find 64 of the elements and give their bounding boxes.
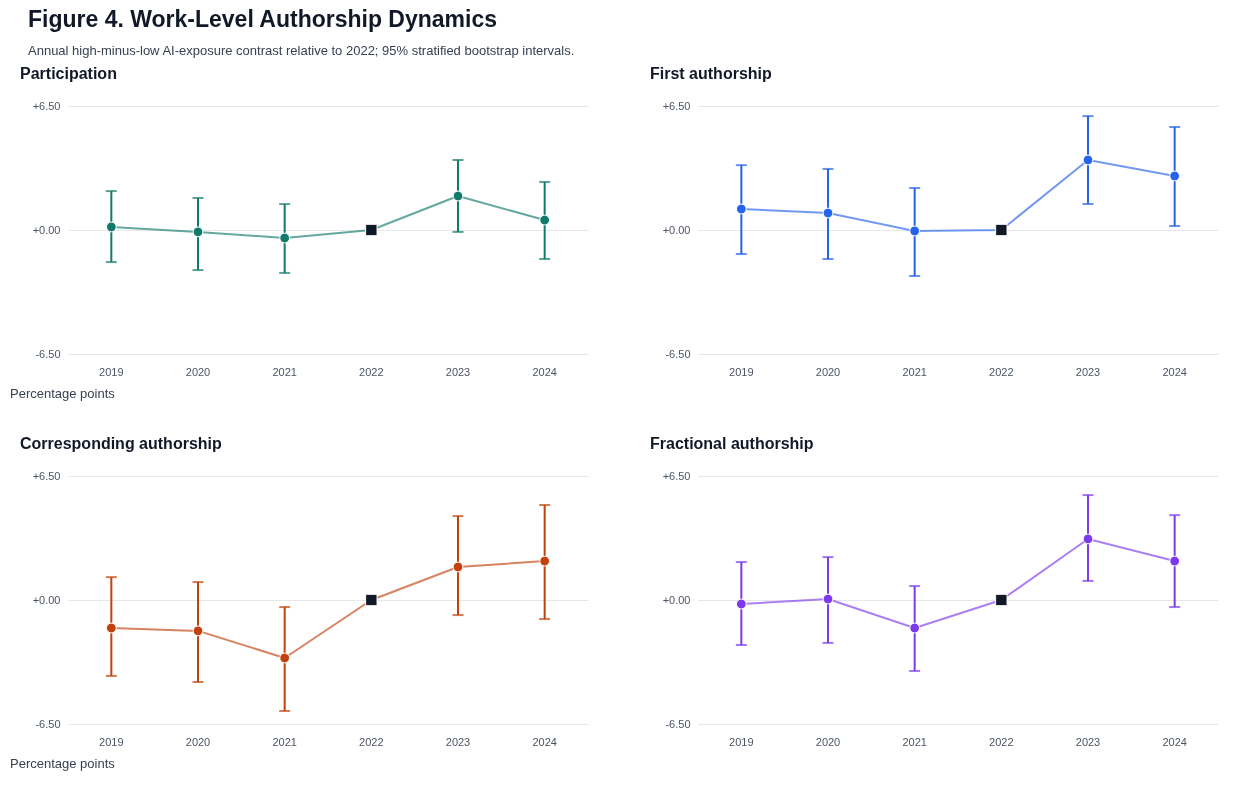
x-tick-label: 2019 <box>99 735 124 748</box>
y-tick-label: +0.00 <box>32 223 61 236</box>
point <box>539 555 551 567</box>
x-tick-label: 2022 <box>359 365 384 378</box>
y-tick-label: +6.50 <box>662 469 691 482</box>
point <box>105 622 117 634</box>
point <box>1169 170 1181 182</box>
x-tick-label: 2022 <box>359 735 384 748</box>
point <box>539 214 551 226</box>
x-tick-label: 2021 <box>272 365 297 378</box>
point <box>909 622 921 634</box>
x-tick-label: 2021 <box>902 735 927 748</box>
y-tick-label: +6.50 <box>32 99 61 112</box>
x-tick-label: 2023 <box>1075 735 1101 748</box>
point <box>452 190 464 202</box>
point <box>822 207 834 219</box>
x-tick-label: 2019 <box>729 735 754 748</box>
point <box>1169 555 1181 567</box>
point <box>822 593 834 605</box>
x-tick-label: 2023 <box>1075 365 1101 378</box>
x-tick-label: 2023 <box>445 365 471 378</box>
x-tick-label: 2019 <box>729 365 754 378</box>
text: Annual high-minus-low AI-exposure contrast relative to 2022; 95% stratified bootstrap intervals. <box>28 43 576 58</box>
y-tick-label: +0.00 <box>662 223 691 236</box>
x-tick-label: 2020 <box>815 735 841 748</box>
x-tick-label: 2019 <box>99 365 124 378</box>
point <box>192 625 204 637</box>
point <box>909 225 921 237</box>
x-tick-label: 2024 <box>532 735 557 748</box>
x-tick-label: 2020 <box>185 365 211 378</box>
x-tick-label: 2024 <box>1162 735 1187 748</box>
y-axis-title: Percentage points <box>10 386 115 401</box>
chart-title: Corresponding authorship <box>20 435 222 452</box>
x-tick-label: 2022 <box>989 365 1014 378</box>
point <box>105 221 117 233</box>
y-tick-label: +0.00 <box>662 593 691 606</box>
y-tick-label: +6.50 <box>662 99 691 112</box>
point <box>192 226 204 238</box>
y-tick-label: -6.50 <box>35 717 61 730</box>
x-tick-label: 2024 <box>532 365 557 378</box>
chart-title: Participation <box>20 65 117 82</box>
y-tick-label: -6.50 <box>665 717 691 730</box>
x-tick-label: 2022 <box>989 735 1014 748</box>
point <box>735 598 747 610</box>
chart-title: Fractional authorship <box>650 435 814 452</box>
y-tick-label: +0.00 <box>32 593 61 606</box>
y-tick-label: -6.50 <box>665 347 691 360</box>
chart-title: First authorship <box>650 65 773 82</box>
x-tick-label: 2023 <box>445 735 471 748</box>
y-tick-label: -6.50 <box>35 347 61 360</box>
x-tick-label: 2021 <box>272 735 297 748</box>
x-tick-label: 2020 <box>815 365 841 378</box>
point <box>1082 154 1094 166</box>
point <box>279 652 291 664</box>
x-tick-label: 2021 <box>902 365 927 378</box>
caption: Figure 4. Work-Level Authorship Dynamics <box>28 6 499 33</box>
point <box>452 561 464 573</box>
point <box>1082 533 1094 545</box>
y-axis-title: Percentage points <box>10 756 115 771</box>
point <box>279 232 291 244</box>
x-tick-label: 2024 <box>1162 365 1187 378</box>
point <box>735 203 747 215</box>
x-tick-label: 2020 <box>185 735 211 748</box>
y-tick-label: +6.50 <box>32 469 61 482</box>
